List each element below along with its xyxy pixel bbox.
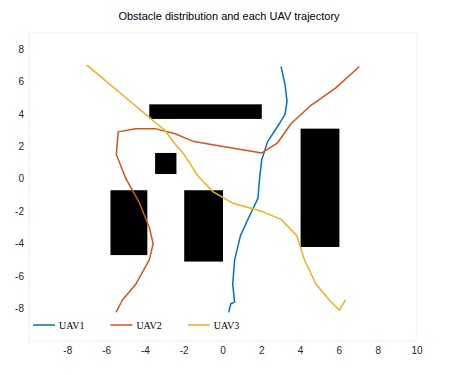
legend: UAV1 UAV2 UAV3 (33, 320, 239, 331)
obstacle (110, 190, 147, 255)
chart: Obstacle distribution and each UAV traje… (0, 0, 455, 375)
x-tick-label: 2 (259, 345, 265, 356)
x-tick-label: 8 (375, 345, 381, 356)
y-tick-label: 8 (18, 44, 24, 55)
x-tick-label: 4 (298, 345, 304, 356)
legend-swatch (188, 324, 210, 326)
y-tick-label: -6 (15, 271, 24, 282)
x-tick-label: 6 (337, 345, 343, 356)
legend-label: UAV2 (136, 320, 161, 331)
legend-swatch (33, 324, 55, 326)
obstacle (301, 129, 340, 247)
x-tick-label: 0 (220, 345, 226, 356)
x-tick-label: -2 (180, 345, 189, 356)
y-tick-label: 0 (18, 173, 24, 184)
legend-swatch (110, 324, 132, 326)
y-tick-label: 6 (18, 76, 24, 87)
y-tick-label: -8 (15, 303, 24, 314)
y-tick-label: 4 (18, 109, 24, 120)
y-tick-label: 2 (18, 141, 24, 152)
x-tick-label: -8 (63, 345, 72, 356)
obstacle (184, 190, 223, 261)
background (0, 0, 455, 375)
obstacle (149, 104, 262, 119)
plot-frame (29, 33, 417, 341)
legend-label: UAV1 (59, 320, 84, 331)
x-tick-label: -4 (141, 345, 150, 356)
y-tick-label: -4 (15, 238, 24, 249)
plot-area (87, 65, 359, 311)
trajectory (116, 67, 358, 312)
y-tick-label: -2 (15, 206, 24, 217)
title: Obstacle distribution and each UAV traje… (118, 10, 340, 22)
trajectory (229, 67, 287, 312)
x-tick-label: -6 (102, 345, 111, 356)
x-tick-label: 10 (411, 345, 423, 356)
legend-label: UAV3 (214, 320, 239, 331)
trajectory (87, 65, 345, 310)
obstacle (155, 153, 176, 174)
